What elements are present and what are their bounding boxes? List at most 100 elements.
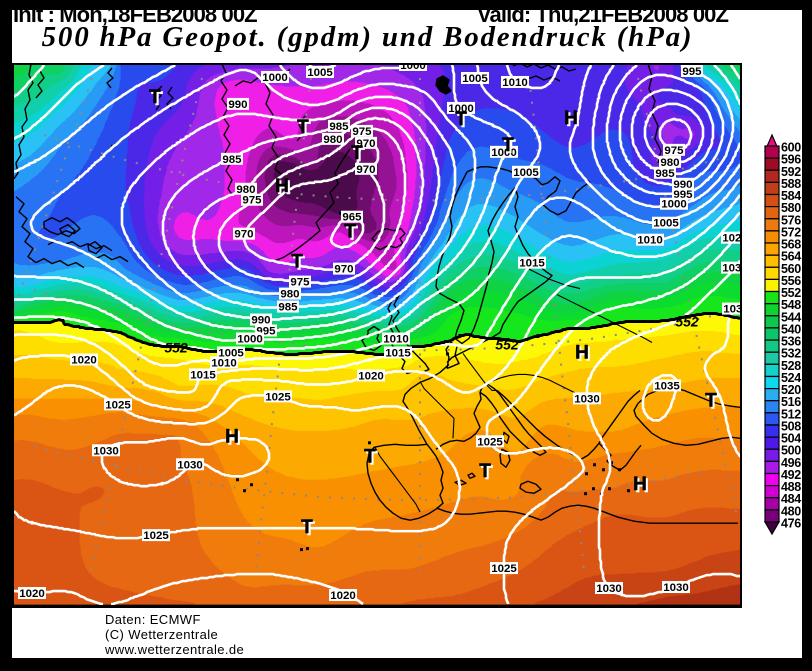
svg-text:T: T — [353, 145, 365, 166]
svg-text:985: 985 — [655, 168, 675, 180]
svg-text:544: 544 — [781, 310, 801, 324]
svg-text:980: 980 — [323, 134, 342, 146]
svg-text:T: T — [149, 87, 161, 108]
svg-text:1000: 1000 — [661, 199, 687, 211]
svg-text:532: 532 — [781, 347, 801, 361]
svg-text:484: 484 — [781, 492, 801, 506]
svg-text:552: 552 — [495, 336, 519, 352]
svg-text:1010: 1010 — [211, 357, 237, 369]
svg-text:980: 980 — [236, 184, 255, 196]
svg-text:1010: 1010 — [502, 77, 528, 89]
svg-text:1000: 1000 — [491, 147, 517, 159]
svg-text:T: T — [297, 117, 309, 138]
svg-text:1020: 1020 — [71, 354, 97, 366]
svg-text:H: H — [633, 474, 647, 495]
svg-text:1030: 1030 — [177, 459, 203, 471]
svg-text:520: 520 — [781, 383, 801, 397]
svg-text:990: 990 — [228, 99, 247, 111]
svg-text:1020: 1020 — [330, 590, 356, 602]
svg-text:990: 990 — [251, 315, 270, 327]
svg-text:1000: 1000 — [400, 65, 426, 72]
svg-text:T: T — [707, 392, 719, 413]
svg-text:T: T — [504, 137, 516, 158]
svg-text:T: T — [364, 446, 376, 467]
svg-text:552: 552 — [781, 286, 801, 300]
svg-text:1005: 1005 — [307, 67, 333, 79]
svg-text:1000: 1000 — [448, 103, 474, 115]
svg-text:T: T — [502, 135, 514, 156]
svg-text:T: T — [291, 252, 303, 273]
svg-text:1000: 1000 — [262, 72, 288, 84]
svg-text:970: 970 — [334, 264, 353, 276]
svg-text:1030: 1030 — [93, 445, 119, 457]
svg-text:H: H — [227, 428, 241, 449]
svg-text:1030: 1030 — [663, 582, 689, 594]
svg-text:T: T — [299, 119, 311, 140]
svg-text:H: H — [575, 342, 589, 363]
svg-text:552: 552 — [675, 314, 699, 330]
svg-text:T: T — [457, 111, 469, 132]
svg-text:1025: 1025 — [722, 233, 740, 245]
svg-text:592: 592 — [781, 165, 801, 179]
svg-text:1025: 1025 — [491, 563, 517, 575]
svg-text:600: 600 — [781, 141, 801, 155]
svg-text:584: 584 — [781, 189, 801, 203]
svg-text:H: H — [635, 476, 649, 497]
svg-text:970: 970 — [234, 229, 253, 241]
svg-text:576: 576 — [781, 213, 801, 227]
svg-text:985: 985 — [222, 154, 242, 166]
svg-text:1005: 1005 — [513, 167, 539, 179]
svg-text:1030: 1030 — [574, 393, 600, 405]
svg-text:T: T — [366, 448, 378, 469]
svg-text:556: 556 — [781, 274, 801, 288]
svg-text:995: 995 — [673, 189, 693, 201]
svg-text:1000: 1000 — [237, 333, 263, 345]
svg-text:975: 975 — [664, 145, 684, 157]
svg-text:T: T — [351, 143, 363, 164]
svg-text:568: 568 — [781, 238, 801, 252]
svg-text:492: 492 — [781, 468, 801, 482]
svg-text:995: 995 — [682, 66, 702, 78]
svg-text:H: H — [577, 344, 591, 365]
svg-text:1030: 1030 — [596, 583, 622, 595]
svg-text:1020: 1020 — [19, 588, 45, 600]
svg-text:1015: 1015 — [519, 258, 545, 270]
svg-text:T: T — [293, 254, 305, 275]
svg-text:1025: 1025 — [477, 436, 503, 448]
svg-text:H: H — [275, 176, 289, 197]
svg-text:588: 588 — [781, 177, 801, 191]
svg-text:572: 572 — [781, 225, 801, 239]
svg-text:T: T — [301, 517, 313, 538]
svg-text:540: 540 — [781, 322, 801, 336]
svg-text:985: 985 — [329, 121, 349, 133]
svg-text:1025: 1025 — [143, 530, 169, 542]
svg-text:596: 596 — [781, 153, 801, 167]
svg-text:1005: 1005 — [653, 218, 679, 230]
svg-text:536: 536 — [781, 335, 801, 349]
svg-text:T: T — [705, 390, 717, 411]
svg-text:T: T — [479, 461, 491, 482]
svg-text:975: 975 — [352, 126, 372, 138]
svg-text:488: 488 — [781, 480, 801, 494]
svg-text:508: 508 — [781, 420, 801, 434]
svg-text:560: 560 — [781, 262, 801, 276]
svg-text:1025: 1025 — [265, 391, 291, 403]
svg-text:T: T — [151, 89, 163, 110]
svg-text:564: 564 — [781, 250, 801, 264]
svg-text:980: 980 — [660, 157, 679, 169]
svg-text:970: 970 — [356, 138, 375, 150]
svg-text:1035: 1035 — [723, 304, 740, 316]
svg-text:985: 985 — [278, 302, 298, 314]
svg-text:1035: 1035 — [654, 380, 680, 392]
svg-text:H: H — [564, 108, 578, 129]
svg-text:524: 524 — [781, 371, 801, 385]
svg-text:500: 500 — [781, 444, 801, 458]
svg-text:975: 975 — [242, 195, 262, 207]
svg-text:496: 496 — [781, 456, 801, 470]
svg-text:1010: 1010 — [383, 333, 409, 345]
svg-text:T: T — [344, 222, 356, 243]
svg-text:528: 528 — [781, 359, 801, 373]
svg-text:476: 476 — [781, 517, 801, 531]
svg-text:H: H — [277, 178, 291, 199]
svg-text:T: T — [481, 463, 493, 484]
